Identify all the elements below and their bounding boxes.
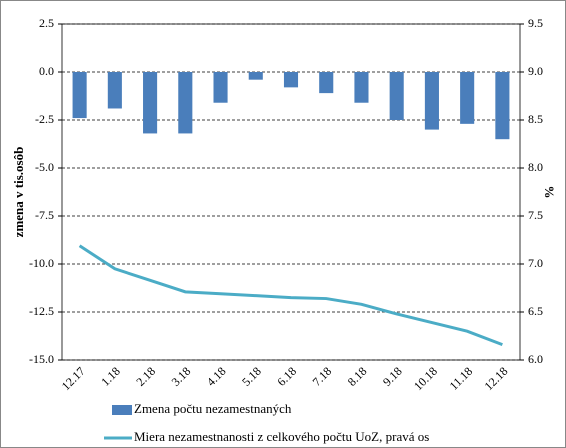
- legend-label: Miera nezamestnanosti z celkového počtu …: [134, 429, 429, 444]
- bar: [319, 72, 334, 94]
- bar: [213, 72, 228, 103]
- y-tick-label: -7.5: [35, 208, 54, 222]
- bar: [283, 72, 299, 88]
- legend-label: Zmena počtu nezamestnaných: [134, 401, 292, 416]
- bar: [424, 72, 439, 130]
- bar: [72, 72, 87, 119]
- y2-tick-label: 8.5: [528, 112, 543, 126]
- y2-tick-label: 6.0: [528, 352, 543, 366]
- bar: [178, 72, 193, 134]
- bar: [107, 72, 122, 109]
- bar: [143, 72, 158, 134]
- bar: [389, 72, 404, 120]
- y-axis-label: zmena v tis.osôb: [11, 147, 26, 238]
- y-tick-label: -15.0: [29, 352, 54, 366]
- bar: [495, 72, 510, 140]
- bar: [460, 72, 475, 124]
- y2-tick-label: 7.0: [528, 256, 543, 270]
- bar: [354, 72, 369, 103]
- line: [78, 244, 503, 347]
- y2-axis-label: %: [542, 186, 557, 199]
- y-tick-label: -5.0: [35, 160, 54, 174]
- y-tick-label: 0.0: [39, 64, 54, 78]
- y-tick-label: -10.0: [29, 256, 54, 270]
- bar: [248, 72, 263, 80]
- plot-frame: [61, 23, 521, 361]
- y2-tick-label: 7.5: [528, 208, 543, 222]
- y2-tick-label: 6.5: [528, 304, 543, 318]
- y2-tick-label: 8.0: [528, 160, 543, 174]
- y-tick-label: -12.5: [29, 304, 54, 318]
- y-tick-label: -2.5: [35, 112, 54, 126]
- y-tick-label: 2.5: [39, 16, 54, 30]
- y2-tick-label: 9.5: [528, 16, 543, 30]
- y2-tick-label: 9.0: [528, 64, 543, 78]
- legend-swatch: [112, 405, 132, 415]
